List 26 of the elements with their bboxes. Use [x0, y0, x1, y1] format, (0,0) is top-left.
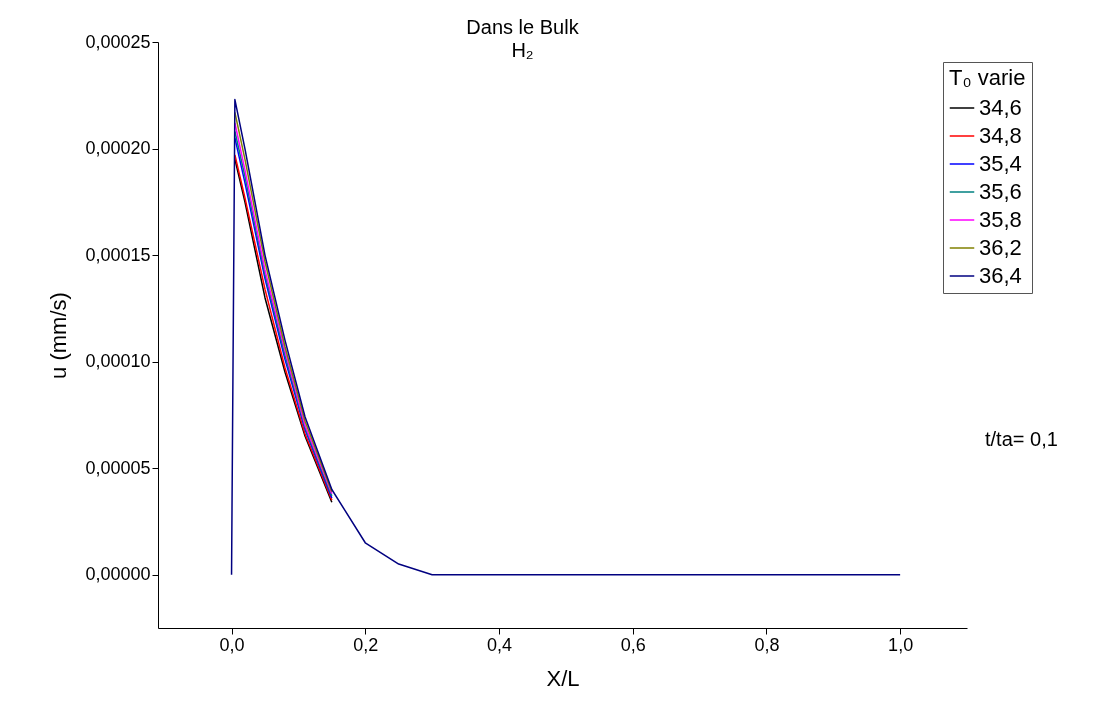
x-tick-label: 0,0	[219, 634, 245, 655]
legend-label: 35,8	[979, 207, 1022, 232]
legend-label: 34,6	[979, 95, 1022, 120]
x-axis-title: X/L	[546, 665, 580, 691]
x-tick-label: 1,0	[888, 634, 914, 655]
legend-label: 35,6	[979, 179, 1022, 204]
y-tick-label: 0,00005	[85, 457, 151, 478]
line-series	[230, 98, 901, 576]
chart-title: Dans le Bulk	[466, 16, 580, 38]
x-tick-label: 0,4	[486, 634, 512, 655]
legend-label: 35,4	[979, 151, 1022, 176]
y-axis-title: u (mm/s)	[46, 292, 72, 379]
legend-label: 36,4	[979, 263, 1022, 288]
y-tick-label: 0,00010	[85, 351, 151, 372]
y-tick-label: 0,00000	[85, 564, 151, 585]
x-tick-label: 0,6	[620, 634, 646, 655]
text: t/ta= 0,1	[985, 428, 1058, 451]
x-tick-label: 0,8	[754, 634, 780, 655]
y-tick-label: 0,00025	[85, 31, 151, 52]
x-tick-label: 0,2	[353, 634, 379, 655]
legend-label: 36,2	[979, 235, 1022, 260]
chart-subtitle: H₂	[511, 39, 534, 61]
y-tick-label: 0,00015	[85, 244, 151, 265]
legend-label: 34,8	[979, 123, 1022, 148]
legend-title: T₀ varie	[949, 65, 1026, 90]
y-tick-label: 0,00020	[85, 138, 151, 159]
